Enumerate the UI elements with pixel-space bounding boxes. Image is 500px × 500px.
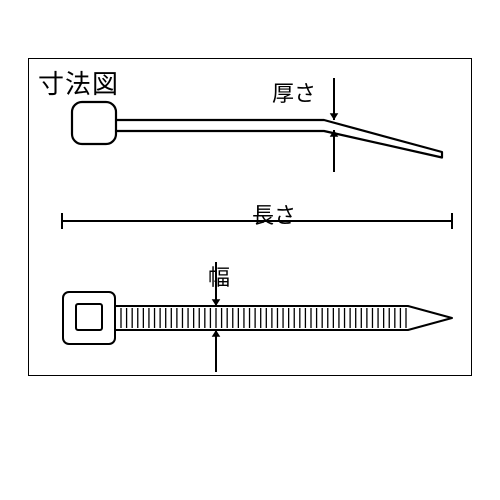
diagram-svg xyxy=(0,0,500,500)
